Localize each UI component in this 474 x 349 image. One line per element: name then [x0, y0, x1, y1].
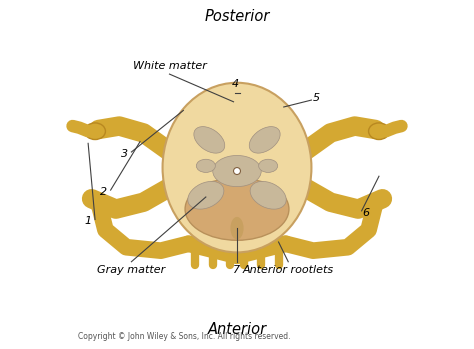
Text: Copyright © John Wiley & Sons, Inc. All rights reserved.: Copyright © John Wiley & Sons, Inc. All … — [78, 332, 290, 341]
Ellipse shape — [85, 123, 105, 140]
Text: 3: 3 — [121, 149, 128, 159]
Ellipse shape — [250, 181, 286, 209]
Ellipse shape — [163, 83, 311, 252]
Circle shape — [234, 168, 240, 174]
Ellipse shape — [259, 159, 278, 172]
Ellipse shape — [196, 159, 215, 172]
Ellipse shape — [194, 127, 225, 153]
Ellipse shape — [369, 123, 389, 140]
Text: Anterior: Anterior — [208, 322, 266, 337]
Ellipse shape — [185, 178, 289, 240]
Text: White matter: White matter — [133, 61, 206, 70]
Text: 6: 6 — [362, 208, 369, 217]
Text: 4: 4 — [232, 79, 239, 89]
Text: 2: 2 — [100, 187, 107, 197]
Text: Gray matter: Gray matter — [97, 265, 165, 275]
Text: Posterior: Posterior — [204, 9, 270, 24]
Ellipse shape — [213, 155, 261, 187]
Ellipse shape — [230, 217, 244, 239]
Ellipse shape — [249, 127, 280, 153]
Text: 7: 7 — [233, 265, 241, 275]
Text: 1: 1 — [84, 216, 91, 226]
Text: 5: 5 — [312, 92, 319, 103]
Text: Anterior rootlets: Anterior rootlets — [243, 265, 334, 275]
Ellipse shape — [188, 181, 224, 209]
